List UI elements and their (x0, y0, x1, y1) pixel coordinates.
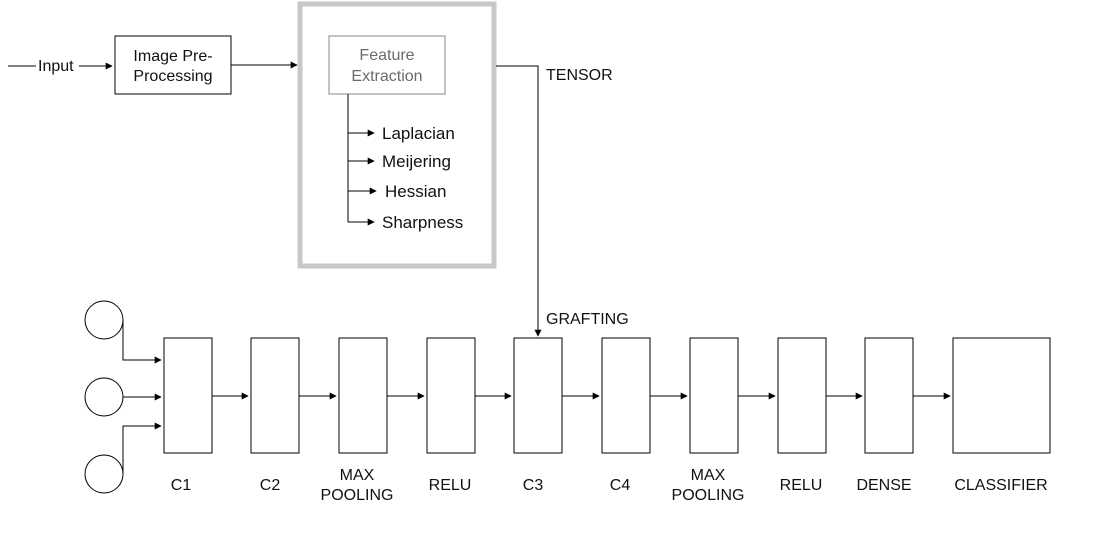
layer-maxpool1-label-line1: MAX (340, 467, 375, 484)
layer-maxpool2-box (689, 337, 739, 454)
layer-maxpool2-label-line1: MAX (691, 467, 726, 484)
layer-maxpool1-label-line2: POOLING (321, 487, 394, 504)
layer-relu2-label: RELU (780, 477, 823, 494)
layer-classifier-box (952, 337, 1051, 454)
feature-laplacian: Laplacian (382, 124, 455, 143)
preprocessing-box (114, 35, 232, 95)
layer-c2-box (250, 337, 300, 454)
tensor-label: TENSOR (546, 67, 613, 84)
input-node-1 (84, 300, 124, 340)
feature-extraction-box (328, 35, 446, 95)
feature-extraction-label-line2: Extraction (351, 68, 422, 85)
feature-meijering: Meijering (382, 152, 451, 171)
layer-c1-label: C1 (171, 477, 192, 494)
layer-c3-label: C3 (523, 477, 544, 494)
feature-hessian: Hessian (385, 182, 446, 201)
layer-dense-label: DENSE (856, 477, 911, 494)
preprocessing-label-line2: Processing (133, 68, 212, 85)
feature-sharpness: Sharpness (382, 213, 463, 232)
layer-c1-box (163, 337, 213, 454)
layer-maxpool2-label-line2: POOLING (672, 487, 745, 504)
layer-c2-label: C2 (260, 477, 281, 494)
feature-extraction-label-line1: Feature (359, 47, 414, 64)
input-label: Input (38, 58, 74, 75)
layer-classifier-label: CLASSIFIER (954, 477, 1047, 494)
tensor-connector (496, 65, 542, 337)
layer-relu2-box (777, 337, 827, 454)
layer-c4-box (601, 337, 651, 454)
input-node-3 (84, 454, 124, 494)
preprocessing-label-line1: Image Pre- (133, 48, 212, 65)
input-node-3-connector (122, 422, 162, 474)
layer-c4-label: C4 (610, 477, 631, 494)
input-node-1-connector (122, 320, 162, 364)
grafting-label: GRAFTING (546, 311, 629, 328)
layer-relu1-box (426, 337, 476, 454)
layer-c3-box (513, 337, 563, 454)
layer-dense-box (864, 337, 914, 454)
input-node-2 (84, 377, 124, 417)
layer-relu1-label: RELU (429, 477, 472, 494)
layer-maxpool1-box (338, 337, 388, 454)
